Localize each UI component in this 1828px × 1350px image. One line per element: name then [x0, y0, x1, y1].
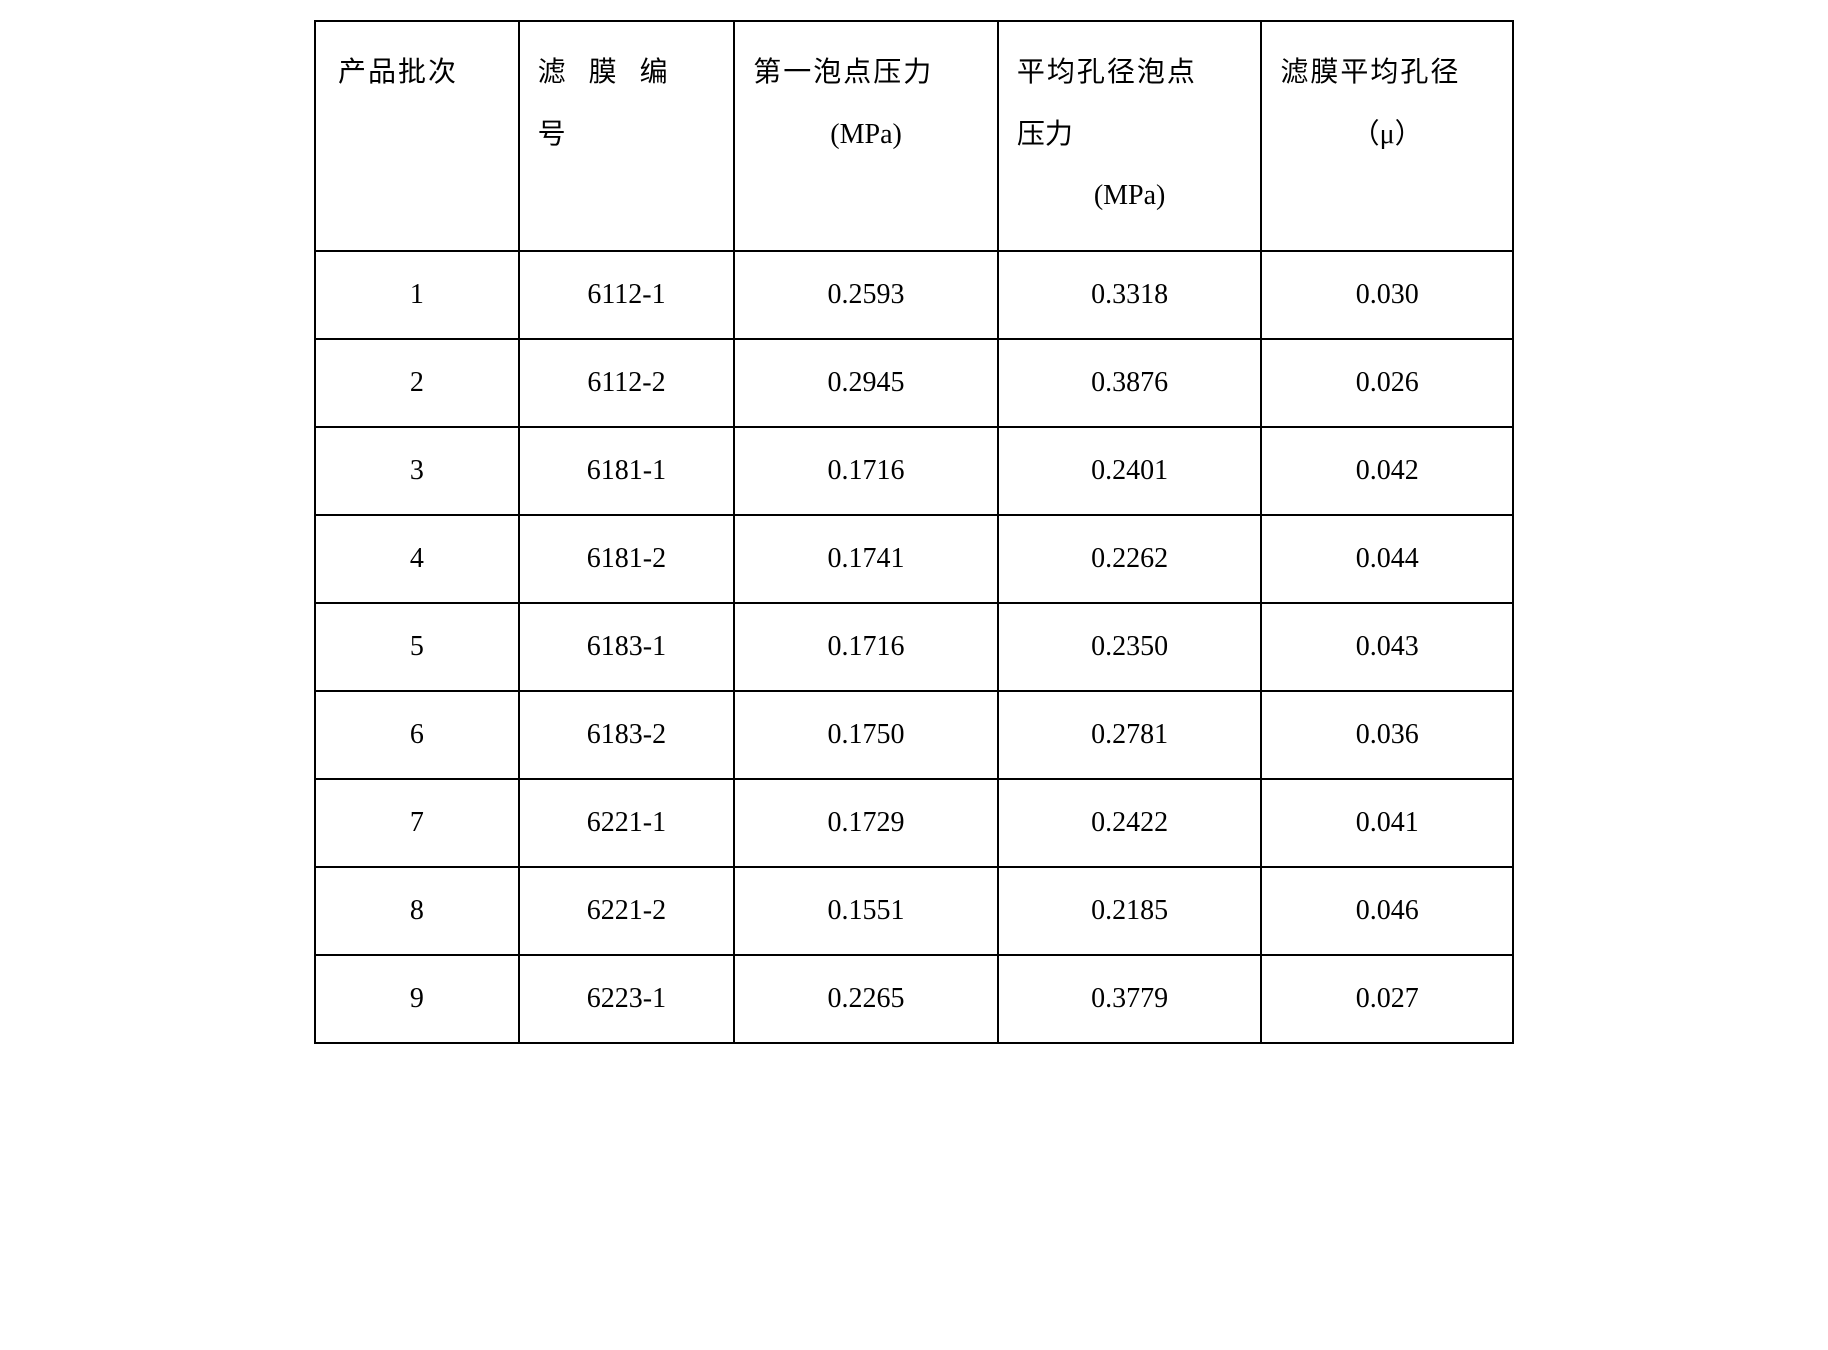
col-header-membrane-id-line1: 滤 膜 编 号 — [538, 42, 716, 165]
cell-batch: 6 — [315, 691, 519, 779]
col-header-membrane-id: 滤 膜 编 号 — [519, 21, 735, 251]
cell-membrane-id: 6183-2 — [519, 691, 735, 779]
cell-membrane-id: 6181-1 — [519, 427, 735, 515]
cell-avg-pore-diameter: 0.027 — [1261, 955, 1513, 1043]
col-header-avg-pore-bubble-pressure-line1: 平均孔径泡点 — [1017, 42, 1243, 104]
col-header-avg-pore-bubble-pressure-line3: (MPa) — [1017, 165, 1243, 227]
cell-membrane-id: 6112-1 — [519, 251, 735, 339]
cell-membrane-id: 6223-1 — [519, 955, 735, 1043]
cell-avg-pore-bubble-pressure: 0.2350 — [998, 603, 1262, 691]
cell-avg-pore-diameter: 0.043 — [1261, 603, 1513, 691]
cell-avg-pore-diameter: 0.036 — [1261, 691, 1513, 779]
col-header-first-bubble-pressure-line2: (MPa) — [753, 104, 979, 166]
cell-avg-pore-diameter: 0.044 — [1261, 515, 1513, 603]
col-header-batch: 产品批次 — [315, 21, 519, 251]
col-header-avg-pore-diameter: 滤膜平均孔径 （μ） — [1261, 21, 1513, 251]
table-header-row: 产品批次 滤 膜 编 号 第一泡点压力 (MPa) 平均孔径泡点 压力 (MPa… — [315, 21, 1513, 251]
cell-avg-pore-bubble-pressure: 0.3876 — [998, 339, 1262, 427]
table-row: 1 6112-1 0.2593 0.3318 0.030 — [315, 251, 1513, 339]
table-body: 1 6112-1 0.2593 0.3318 0.030 2 6112-2 0.… — [315, 251, 1513, 1043]
cell-batch: 3 — [315, 427, 519, 515]
cell-first-bubble-pressure: 0.1750 — [734, 691, 998, 779]
cell-batch: 2 — [315, 339, 519, 427]
cell-avg-pore-bubble-pressure: 0.2401 — [998, 427, 1262, 515]
cell-first-bubble-pressure: 0.2593 — [734, 251, 998, 339]
cell-first-bubble-pressure: 0.2265 — [734, 955, 998, 1043]
cell-first-bubble-pressure: 0.1551 — [734, 867, 998, 955]
col-header-first-bubble-pressure-line1: 第一泡点压力 — [753, 42, 979, 104]
cell-avg-pore-diameter: 0.042 — [1261, 427, 1513, 515]
cell-avg-pore-diameter: 0.026 — [1261, 339, 1513, 427]
col-header-avg-pore-diameter-line1: 滤膜平均孔径 — [1280, 42, 1494, 104]
cell-batch: 9 — [315, 955, 519, 1043]
col-header-batch-line1: 产品批次 — [334, 42, 500, 104]
cell-membrane-id: 6181-2 — [519, 515, 735, 603]
cell-avg-pore-bubble-pressure: 0.2262 — [998, 515, 1262, 603]
cell-first-bubble-pressure: 0.2945 — [734, 339, 998, 427]
table-row: 6 6183-2 0.1750 0.2781 0.036 — [315, 691, 1513, 779]
table-row: 3 6181-1 0.1716 0.2401 0.042 — [315, 427, 1513, 515]
cell-membrane-id: 6221-1 — [519, 779, 735, 867]
cell-first-bubble-pressure: 0.1716 — [734, 427, 998, 515]
cell-avg-pore-bubble-pressure: 0.2781 — [998, 691, 1262, 779]
cell-membrane-id: 6112-2 — [519, 339, 735, 427]
cell-membrane-id: 6221-2 — [519, 867, 735, 955]
table-row: 9 6223-1 0.2265 0.3779 0.027 — [315, 955, 1513, 1043]
table-row: 5 6183-1 0.1716 0.2350 0.043 — [315, 603, 1513, 691]
membrane-data-table: 产品批次 滤 膜 编 号 第一泡点压力 (MPa) 平均孔径泡点 压力 (MPa… — [314, 20, 1514, 1044]
cell-avg-pore-bubble-pressure: 0.2185 — [998, 867, 1262, 955]
cell-membrane-id: 6183-1 — [519, 603, 735, 691]
cell-avg-pore-diameter: 0.046 — [1261, 867, 1513, 955]
cell-avg-pore-bubble-pressure: 0.2422 — [998, 779, 1262, 867]
cell-avg-pore-bubble-pressure: 0.3318 — [998, 251, 1262, 339]
cell-batch: 5 — [315, 603, 519, 691]
cell-first-bubble-pressure: 0.1741 — [734, 515, 998, 603]
cell-first-bubble-pressure: 0.1729 — [734, 779, 998, 867]
table-row: 8 6221-2 0.1551 0.2185 0.046 — [315, 867, 1513, 955]
col-header-avg-pore-bubble-pressure: 平均孔径泡点 压力 (MPa) — [998, 21, 1262, 251]
cell-batch: 7 — [315, 779, 519, 867]
cell-avg-pore-bubble-pressure: 0.3779 — [998, 955, 1262, 1043]
table-row: 7 6221-1 0.1729 0.2422 0.041 — [315, 779, 1513, 867]
col-header-first-bubble-pressure: 第一泡点压力 (MPa) — [734, 21, 998, 251]
col-header-avg-pore-bubble-pressure-line2: 压力 — [1017, 104, 1243, 166]
cell-avg-pore-diameter: 0.030 — [1261, 251, 1513, 339]
cell-first-bubble-pressure: 0.1716 — [734, 603, 998, 691]
cell-batch: 1 — [315, 251, 519, 339]
cell-batch: 8 — [315, 867, 519, 955]
cell-batch: 4 — [315, 515, 519, 603]
table-row: 2 6112-2 0.2945 0.3876 0.026 — [315, 339, 1513, 427]
col-header-avg-pore-diameter-line2: （μ） — [1280, 104, 1494, 166]
table-row: 4 6181-2 0.1741 0.2262 0.044 — [315, 515, 1513, 603]
cell-avg-pore-diameter: 0.041 — [1261, 779, 1513, 867]
